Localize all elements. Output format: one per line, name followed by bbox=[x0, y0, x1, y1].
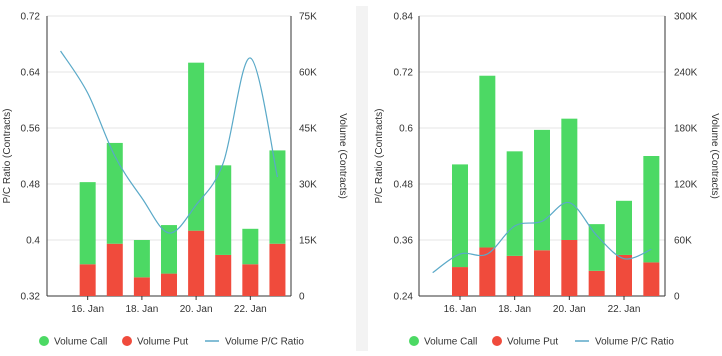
bar-volume-call bbox=[79, 182, 96, 265]
bar-volume-call bbox=[534, 129, 550, 251]
line-volume-pc-ratio bbox=[60, 50, 279, 234]
bar-volume-put bbox=[242, 264, 259, 296]
bar-volume-put bbox=[643, 262, 660, 296]
right-axis-tick-label: 15K bbox=[299, 236, 317, 247]
x-axis-tick-label: 20. Jan bbox=[553, 304, 586, 315]
bar-volume-call bbox=[188, 62, 205, 231]
chart-right: 0.24 0 0.36 60K 0.48 120K 0.6 180K 0.72 240K 0.84 3… bbox=[374, 12, 720, 348]
legend-label-volume-call: Volume Call bbox=[424, 337, 477, 348]
left-axis-tick-label: 0.48 bbox=[394, 180, 414, 191]
left-axis-title: P/C Ratio (Contracts) bbox=[374, 108, 385, 203]
bar-volume-call bbox=[242, 228, 259, 265]
bar-volume-put bbox=[133, 277, 150, 296]
legend-marker-volume-call bbox=[39, 336, 49, 346]
left-axis-title: P/C Ratio (Contracts) bbox=[2, 108, 13, 203]
bar-volume-put bbox=[161, 273, 177, 296]
right-axis-tick-label: 60K bbox=[674, 236, 692, 247]
legend-label-volume-put: Volume Put bbox=[137, 337, 188, 348]
bar-volume-put bbox=[188, 230, 205, 296]
bar-volume-call bbox=[506, 151, 523, 256]
legend-marker-volume-put bbox=[492, 336, 502, 346]
right-axis-tick-label: 30K bbox=[299, 180, 317, 191]
right-axis-tick-label: 60K bbox=[299, 68, 317, 79]
line-volume-pc-ratio bbox=[432, 202, 652, 274]
bar-volume-call bbox=[215, 165, 232, 255]
chart-panel-left: 0.32 0 0.4 15K 0.48 30K 0.56 45K 0.64 60K 0.72 75K 1… bbox=[0, 0, 352, 351]
right-axis-tick-label: 240K bbox=[674, 68, 698, 79]
left-axis-tick-label: 0.4 bbox=[26, 236, 40, 247]
right-axis-tick-label: 45K bbox=[299, 124, 317, 135]
legend-label-volume-pc-ratio: Volume P/C Ratio bbox=[225, 337, 304, 348]
x-axis-tick-label: 18. Jan bbox=[125, 304, 158, 315]
bar-volume-put bbox=[616, 254, 632, 296]
left-axis-tick-label: 0.36 bbox=[394, 236, 414, 247]
right-axis-tick-label: 75K bbox=[299, 12, 317, 23]
left-axis-tick-label: 0.32 bbox=[21, 292, 41, 303]
right-axis-tick-label: 300K bbox=[674, 12, 698, 23]
bar-volume-put bbox=[506, 255, 523, 296]
x-axis-tick-label: 16. Jan bbox=[71, 304, 104, 315]
bar-volume-put bbox=[479, 247, 496, 296]
legend-label-volume-pc-ratio: Volume P/C Ratio bbox=[595, 337, 674, 348]
right-axis-title: Volume (Contracts) bbox=[337, 113, 348, 199]
bar-volume-call bbox=[616, 200, 632, 255]
x-axis-tick-label: 20. Jan bbox=[180, 304, 213, 315]
bar-volume-call bbox=[452, 164, 468, 268]
bar-volume-put bbox=[269, 243, 286, 296]
x-axis-tick-label: 22. Jan bbox=[608, 304, 641, 315]
left-axis-tick-label: 0.24 bbox=[394, 292, 414, 303]
right-axis-title: Volume (Contracts) bbox=[709, 113, 720, 199]
right-axis-tick-label: 120K bbox=[674, 180, 698, 191]
bar-volume-put bbox=[106, 243, 123, 296]
chart-left: 0.32 0 0.4 15K 0.48 30K 0.56 45K 0.64 60K 0.72 75K 1… bbox=[2, 12, 348, 348]
chart-panel-right: 0.24 0 0.36 60K 0.48 120K 0.6 180K 0.72 240K 0.84 3… bbox=[370, 0, 722, 351]
bar-volume-put bbox=[79, 264, 96, 296]
left-axis-tick-label: 0.72 bbox=[394, 68, 414, 79]
right-axis-tick-label: 0 bbox=[674, 292, 680, 303]
right-axis-tick-label: 180K bbox=[674, 124, 698, 135]
bar-volume-call bbox=[161, 225, 177, 274]
bar-volume-call bbox=[106, 142, 123, 244]
legend-label-volume-put: Volume Put bbox=[507, 337, 558, 348]
left-axis-tick-label: 0.84 bbox=[394, 12, 414, 23]
bar-volume-call bbox=[643, 156, 660, 263]
left-axis-tick-label: 0.56 bbox=[21, 124, 41, 135]
panel-divider bbox=[356, 6, 368, 351]
bar-volume-put bbox=[452, 267, 468, 296]
left-axis-tick-label: 0.6 bbox=[399, 124, 413, 135]
right-axis-tick-label: 0 bbox=[299, 292, 305, 303]
bar-volume-call bbox=[269, 150, 286, 244]
legend-marker-volume-put bbox=[122, 336, 132, 346]
x-axis-tick-label: 18. Jan bbox=[498, 304, 531, 315]
legend-marker-volume-call bbox=[409, 336, 419, 346]
bar-volume-put bbox=[534, 250, 550, 296]
left-axis-tick-label: 0.72 bbox=[21, 12, 41, 23]
left-axis-tick-label: 0.64 bbox=[21, 68, 41, 79]
bar-volume-call bbox=[479, 75, 496, 248]
left-axis-tick-label: 0.48 bbox=[21, 180, 41, 191]
bar-volume-call bbox=[133, 240, 150, 278]
bar-volume-put bbox=[215, 254, 232, 296]
bar-volume-put bbox=[561, 240, 578, 296]
x-axis-tick-label: 16. Jan bbox=[444, 304, 477, 315]
x-axis-tick-label: 22. Jan bbox=[234, 304, 267, 315]
bar-volume-call bbox=[588, 224, 605, 271]
bar-volume-call bbox=[561, 118, 578, 240]
legend-label-volume-call: Volume Call bbox=[54, 337, 107, 348]
bar-volume-put bbox=[588, 270, 605, 296]
